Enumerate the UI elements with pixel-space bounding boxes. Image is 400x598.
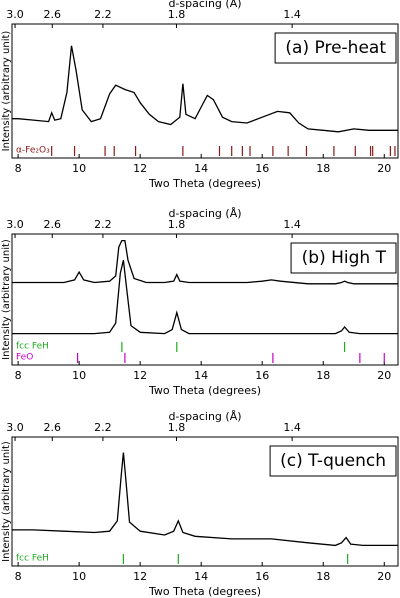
x-tick-label: 18 xyxy=(316,162,330,175)
panel: 8 10 12 14 16 18 20 Two Theta (degrees) 3.0 2.6 2.… xyxy=(1,0,399,190)
x2-tick-label: 1.4 xyxy=(283,8,301,21)
x2-tick-label: 1.4 xyxy=(283,421,301,434)
reference-label: fcc FeH xyxy=(16,554,49,564)
x2-tick-label: 3.0 xyxy=(6,421,24,434)
x-tick-label: 16 xyxy=(255,162,269,175)
x-tick-label: 8 xyxy=(15,570,22,583)
x2-axis-label: d-spacing (Å) xyxy=(168,207,241,220)
x2-tick-label: 1.4 xyxy=(283,218,301,231)
reference-label: α-Fe₂O₃ xyxy=(16,146,50,156)
x-tick-label: 18 xyxy=(316,570,330,583)
x-tick-label: 10 xyxy=(72,162,86,175)
x2-axis-label: d-spacing (Å) xyxy=(168,410,241,423)
panel-title: (b) High T xyxy=(302,248,387,268)
panel: 8 10 12 14 16 18 20 Two Theta (degrees) 3.0 2.6 2.… xyxy=(1,410,399,598)
pattern-line xyxy=(12,452,398,547)
x2-tick-label: 1.8 xyxy=(168,218,186,231)
title-box xyxy=(290,242,397,274)
x2-tick-label: 2.6 xyxy=(44,421,62,434)
x-axis-label: Two Theta (degrees) xyxy=(148,177,261,190)
pattern-line xyxy=(12,45,398,133)
x2-tick-label: 2.6 xyxy=(44,218,62,231)
plot-frame xyxy=(11,23,399,159)
x-tick-label: 16 xyxy=(255,369,269,382)
x-tick-label: 16 xyxy=(255,570,269,583)
panel: 8 10 12 14 16 18 20 Two Theta (degrees) 3.0 2.6 2.… xyxy=(1,207,399,397)
pattern-line xyxy=(12,239,398,285)
pattern-line xyxy=(12,260,398,335)
y-axis-label: Intensity (arbitrary unit) xyxy=(1,441,12,562)
x-tick-label: 20 xyxy=(377,162,391,175)
x2-tick-label: 1.8 xyxy=(168,421,186,434)
title-box xyxy=(269,445,397,477)
x-tick-label: 20 xyxy=(377,369,391,382)
x2-tick-label: 2.2 xyxy=(94,421,112,434)
x-tick-label: 8 xyxy=(15,162,22,175)
x2-tick-label: 3.0 xyxy=(6,8,24,21)
x-tick-label: 12 xyxy=(133,162,147,175)
x2-tick-label: 2.2 xyxy=(94,218,112,231)
x2-tick-label: 1.8 xyxy=(168,8,186,21)
x-tick-label: 18 xyxy=(316,369,330,382)
x-tick-label: 12 xyxy=(133,570,147,583)
x-axis-label: Two Theta (degrees) xyxy=(148,585,261,598)
plot-frame xyxy=(11,233,399,366)
y-axis-label: Intensity (arbitrary unit) xyxy=(1,31,12,152)
x-tick-label: 12 xyxy=(133,369,147,382)
y-axis-label: Intensity (arbitrary unit) xyxy=(1,239,12,360)
x-tick-label: 14 xyxy=(194,162,208,175)
x2-tick-label: 3.0 xyxy=(6,218,24,231)
x-axis-label: Two Theta (degrees) xyxy=(148,384,261,397)
x-tick-label: 8 xyxy=(15,369,22,382)
reference-label: fcc FeH xyxy=(16,342,49,352)
x2-axis-label: d-spacing (Å) xyxy=(168,0,241,10)
x2-tick-label: 2.2 xyxy=(94,8,112,21)
panel-title: (a) Pre-heat xyxy=(285,38,386,58)
x-tick-label: 10 xyxy=(72,570,86,583)
x2-tick-label: 2.6 xyxy=(44,8,62,21)
reference-label: FeO xyxy=(16,353,33,363)
x-tick-label: 10 xyxy=(72,369,86,382)
x-tick-label: 14 xyxy=(194,570,208,583)
title-box xyxy=(274,32,397,64)
x-tick-label: 20 xyxy=(377,570,391,583)
plot-frame xyxy=(11,436,399,567)
x-tick-label: 14 xyxy=(194,369,208,382)
panel-title: (c) T-quench xyxy=(280,451,386,471)
